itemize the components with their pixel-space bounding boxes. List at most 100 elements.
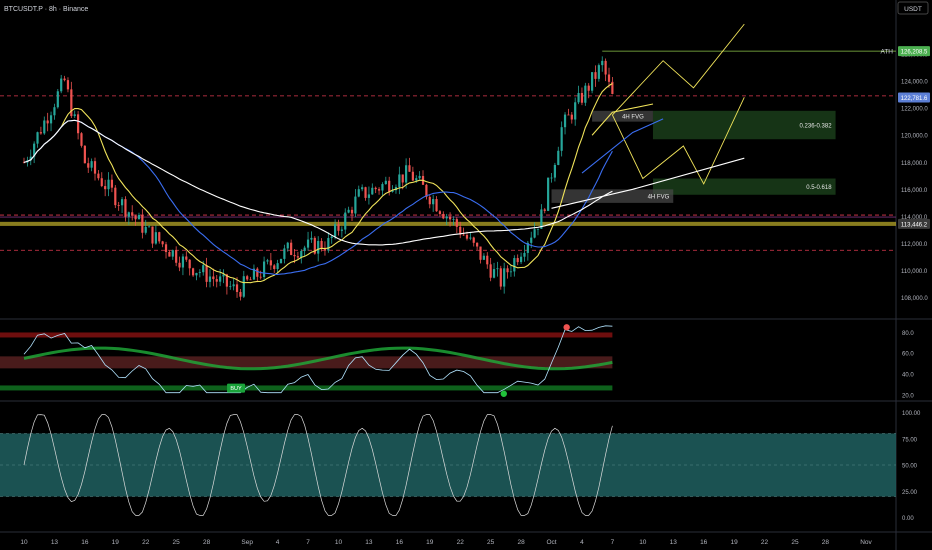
price-level-badge bbox=[898, 46, 930, 57]
candle-body bbox=[347, 209, 350, 213]
stoch-y-tick: 100.00 bbox=[902, 411, 921, 417]
candle-body bbox=[448, 216, 452, 220]
price-y-tick: 112,000.0 bbox=[901, 242, 928, 248]
candle-body bbox=[442, 213, 445, 219]
candle-body bbox=[168, 252, 171, 257]
candle-body bbox=[225, 274, 228, 287]
candle-body bbox=[428, 196, 431, 205]
candle-body bbox=[587, 85, 590, 91]
zone-label: 4H FVG bbox=[622, 115, 644, 121]
candle-body bbox=[232, 284, 235, 287]
candle-body bbox=[306, 239, 310, 248]
candle-body bbox=[607, 74, 611, 82]
candle-body bbox=[563, 114, 567, 128]
candle-body bbox=[584, 85, 587, 103]
candle-body bbox=[154, 232, 157, 244]
candle-body bbox=[120, 199, 124, 206]
candle-body bbox=[90, 161, 93, 168]
price-y-tick: 118,000.0 bbox=[901, 161, 928, 167]
time-x-tick: Sep bbox=[241, 539, 253, 546]
time-x-tick: 7 bbox=[611, 539, 615, 546]
candle-body bbox=[519, 256, 523, 263]
candle-body bbox=[506, 268, 509, 273]
candle-body bbox=[533, 229, 536, 238]
candle-body bbox=[310, 237, 313, 240]
candle-body bbox=[56, 91, 59, 108]
time-x-tick: 16 bbox=[700, 539, 708, 546]
candle-body bbox=[127, 212, 130, 217]
time-x-tick: 10 bbox=[20, 539, 28, 546]
candle-body bbox=[516, 258, 519, 263]
time-x-tick: Oct bbox=[546, 539, 556, 546]
candle-body bbox=[388, 180, 391, 192]
candle-body bbox=[93, 161, 97, 174]
candle-body bbox=[22, 162, 26, 164]
time-x-tick: 10 bbox=[639, 539, 647, 546]
candle-body bbox=[235, 284, 239, 292]
candle-body bbox=[269, 260, 272, 266]
time-axis[interactable]: 10 13 16 19 22 25 28 Sep 4 7 10 13 16 19 22 25 28 Oct 4 7 10… bbox=[20, 539, 872, 546]
candle-body bbox=[222, 274, 225, 277]
candle-body bbox=[66, 80, 70, 90]
candle-body bbox=[371, 187, 374, 195]
candle-body bbox=[543, 209, 546, 211]
candle-body bbox=[178, 262, 181, 268]
candle-body bbox=[77, 114, 80, 134]
projection-arrows bbox=[551, 23, 745, 209]
price-y-tick: 122,000.0 bbox=[901, 107, 928, 113]
sma-yellow-line bbox=[23, 83, 613, 284]
candle-body bbox=[577, 93, 580, 103]
candle-body bbox=[445, 216, 448, 219]
price-level-badge bbox=[898, 92, 930, 103]
candle-body bbox=[394, 187, 398, 191]
candle-body bbox=[164, 244, 168, 253]
candle-body bbox=[131, 212, 134, 216]
time-x-tick: 19 bbox=[426, 539, 434, 546]
zone-label: 0.236-0.382 bbox=[800, 124, 833, 130]
stoch-y-tick: 75.00 bbox=[902, 437, 918, 443]
candle-body bbox=[73, 114, 76, 117]
candle-body bbox=[205, 265, 208, 282]
time-x-tick: 16 bbox=[396, 539, 404, 546]
rsi-pane: BUY 80.0 60.0 40.0 20.0 bbox=[0, 324, 914, 399]
candle-body bbox=[148, 226, 151, 228]
rsi-line bbox=[23, 325, 613, 394]
price-levels: ATH bbox=[0, 49, 896, 251]
candle-body bbox=[415, 178, 418, 181]
rsi-y-tick: 20.0 bbox=[902, 393, 914, 399]
stoch-pane: 100.00 75.00 50.00 25.00 0.00 bbox=[0, 411, 921, 522]
support-band bbox=[0, 221, 896, 226]
candle-body bbox=[411, 171, 414, 181]
time-x-tick: 28 bbox=[203, 539, 211, 546]
chart-title: BTCUSDT.P · 8h · Binance bbox=[4, 6, 88, 13]
candle-body bbox=[465, 235, 469, 239]
currency-box[interactable] bbox=[897, 1, 929, 15]
candle-body bbox=[317, 240, 320, 254]
candle-body bbox=[266, 260, 269, 262]
candle-body bbox=[405, 165, 408, 183]
time-x-tick: 28 bbox=[822, 539, 830, 546]
candle-body bbox=[357, 189, 360, 197]
candle-body bbox=[49, 115, 53, 124]
candle-body bbox=[80, 133, 83, 146]
candle-body bbox=[327, 238, 330, 251]
candle-body bbox=[611, 81, 614, 94]
candle-body bbox=[590, 72, 594, 91]
time-x-tick: 4 bbox=[580, 539, 584, 546]
candle-body bbox=[499, 268, 502, 287]
candle-body bbox=[239, 291, 242, 297]
zone-label: 4H FVG bbox=[648, 195, 670, 201]
zone-box bbox=[592, 110, 653, 122]
moving-averages bbox=[23, 83, 613, 284]
time-x-tick: 22 bbox=[142, 539, 150, 546]
stoch-y-tick: 50.00 bbox=[902, 464, 918, 470]
candle-body bbox=[104, 186, 107, 190]
rsi-overbought-band bbox=[0, 332, 613, 338]
candle-body bbox=[459, 226, 462, 235]
candle-body bbox=[334, 224, 337, 237]
time-x-tick: 13 bbox=[670, 539, 678, 546]
rsi-y-tick: 60.0 bbox=[902, 352, 914, 358]
price-axis[interactable]: 126,000.0124,000.0122,000.0120,000.0118,… bbox=[898, 46, 930, 302]
candle-body bbox=[29, 156, 32, 161]
